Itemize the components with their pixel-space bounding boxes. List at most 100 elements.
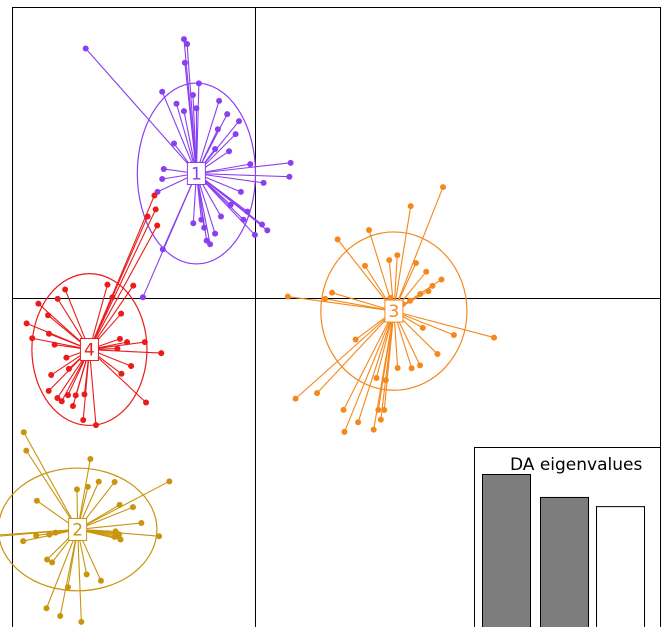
group-4-point — [63, 354, 70, 361]
group-1-point — [260, 179, 267, 186]
group-3-point — [491, 334, 498, 341]
group-1-point — [226, 148, 233, 155]
group-3-point — [373, 374, 380, 381]
group-1-point — [227, 201, 234, 208]
group-2-point — [111, 478, 118, 485]
group-2-point — [33, 497, 40, 504]
group-3-point — [425, 288, 432, 295]
group-3-segment — [393, 310, 455, 336]
group-3-point — [438, 276, 445, 283]
group-2-point — [57, 613, 64, 620]
group-1-segment — [85, 48, 197, 174]
group-3-segment — [393, 310, 495, 339]
group-3-segment — [393, 186, 444, 312]
group-2-point — [43, 605, 50, 612]
group-1-point — [217, 213, 224, 220]
group-2-segment — [25, 450, 79, 530]
group-4-point — [45, 330, 52, 337]
group-1-point — [212, 230, 219, 237]
group-3-point — [408, 365, 415, 372]
group-3-point — [423, 268, 430, 275]
group-2-point — [49, 559, 56, 566]
group-4-point — [124, 339, 131, 346]
group-2: 2 — [0, 429, 173, 625]
group-1-point — [180, 36, 187, 43]
group-3-segment — [380, 311, 395, 420]
group-1-segment — [161, 91, 197, 174]
group-4-point — [141, 339, 148, 346]
group-3-segment — [357, 310, 395, 423]
group-3-segment — [331, 292, 395, 312]
group-1-point — [236, 118, 243, 125]
group-4-ellipse — [31, 273, 148, 427]
group-3-point — [361, 262, 368, 269]
group-1-label-box — [186, 161, 206, 185]
group-1-segment — [196, 162, 291, 175]
group-3-point — [340, 406, 347, 413]
group-4-point — [51, 341, 58, 348]
group-4-point — [158, 350, 165, 357]
group-2-label: 2 — [72, 520, 83, 540]
group-3-point — [352, 336, 359, 343]
group-2-point — [111, 533, 118, 540]
group-4-point — [54, 295, 61, 302]
group-1-point — [180, 108, 187, 115]
groups-layer: 1 4 3 2 — [0, 36, 498, 625]
group-3-point — [341, 428, 348, 435]
group-4-point — [109, 294, 116, 301]
group-1-point — [160, 165, 167, 172]
group-4-point — [118, 310, 125, 317]
group-4-point — [65, 365, 72, 372]
group-4-point — [29, 335, 36, 342]
group-2-point — [97, 577, 104, 584]
group-3-point — [412, 259, 419, 266]
group-2-segment — [45, 529, 79, 609]
group-2-point — [138, 519, 145, 526]
group-1-point — [198, 216, 205, 223]
group-2-point — [20, 538, 27, 545]
group-2-point — [115, 531, 122, 538]
eigenvalues-inset: DA eigenvalues — [474, 447, 661, 627]
group-1-point — [287, 159, 294, 166]
group-1: 1 — [82, 36, 294, 301]
group-2-point — [83, 571, 90, 578]
group-3-segment — [316, 310, 395, 394]
group-3-point — [434, 351, 441, 358]
group-4-label-box — [79, 338, 99, 362]
group-3-point — [381, 406, 388, 413]
group-1-point — [181, 59, 188, 66]
group-4-point — [69, 403, 76, 410]
group-2-ellipse — [0, 467, 158, 592]
group-4-point — [48, 372, 55, 379]
group-2-segment — [77, 480, 170, 530]
group-3-point — [314, 390, 321, 397]
group-3-label-box — [384, 299, 404, 323]
group-3-point — [284, 293, 291, 300]
inset-bar — [540, 496, 589, 627]
group-3-point — [386, 257, 393, 264]
group-1-segment — [184, 62, 197, 174]
group-3-point — [417, 290, 424, 297]
group-1-point — [212, 145, 219, 152]
group-1-point — [207, 241, 214, 248]
group-4-point — [143, 399, 150, 406]
group-3-point — [440, 184, 447, 191]
group-2-segment — [59, 529, 79, 617]
group-4-segment — [88, 225, 158, 350]
group-4-point — [54, 394, 61, 401]
group-3-point — [450, 331, 457, 338]
group-1-point — [139, 294, 146, 301]
group-2-point — [23, 447, 30, 454]
group-3-segment — [343, 310, 395, 433]
group-1-segment — [186, 43, 197, 174]
group-3-point — [355, 419, 362, 426]
group-4-segment — [88, 349, 97, 426]
group-2-point — [73, 486, 80, 493]
group-1-point — [159, 246, 166, 253]
group-2-point — [78, 618, 85, 625]
group-2-segment — [77, 458, 91, 530]
group-4-point — [35, 300, 42, 307]
group-2-point — [20, 429, 27, 436]
group-4-segment — [88, 209, 157, 350]
